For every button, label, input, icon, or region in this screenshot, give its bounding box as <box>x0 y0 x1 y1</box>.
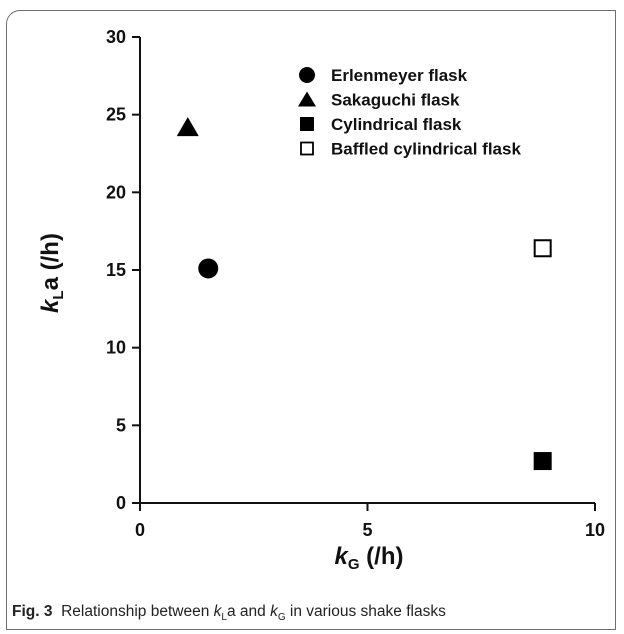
x-tick-label: 5 <box>362 520 372 540</box>
y-axis-title: kLa (/h) <box>37 233 67 313</box>
y-axis-var: k <box>37 298 64 313</box>
data-point <box>176 117 199 137</box>
x-axis-unit: (/h) <box>360 543 404 570</box>
data-point <box>533 452 552 471</box>
caption-text-3: in various shake flasks <box>285 603 446 620</box>
y-axis-rest: a <box>37 276 64 290</box>
legend-label: Erlenmeyer flask <box>331 66 468 85</box>
legend-marker <box>299 67 315 83</box>
legend-marker <box>300 141 314 156</box>
data-point <box>533 239 552 258</box>
figure-caption: Fig. 3 Relationship between kLa and kG i… <box>12 603 446 623</box>
legend-label: Baffled cylindrical flask <box>331 140 521 159</box>
caption-sub1: L <box>221 612 227 624</box>
x-axis-var: k <box>334 543 349 570</box>
caption-k2: k <box>270 603 278 620</box>
legend-marker <box>298 91 316 107</box>
y-tick-label: 25 <box>106 105 126 125</box>
y-tick-label: 5 <box>116 415 126 435</box>
legend-label: Cylindrical flask <box>331 115 462 134</box>
caption-text-2: a and <box>226 603 271 620</box>
y-ticks: 0 5 10 15 20 25 30 <box>106 27 140 513</box>
caption-text-1: Relationship between <box>61 603 214 620</box>
x-ticks: 0 5 10 <box>135 503 605 540</box>
y-tick-label: 0 <box>116 493 126 513</box>
x-axis-sub: G <box>348 556 360 573</box>
data-points <box>176 117 552 471</box>
x-axis-title: kG (/h) <box>334 543 403 573</box>
y-tick-label: 15 <box>106 260 126 280</box>
figure-frame <box>6 10 616 630</box>
y-axis-sub: L <box>50 290 67 299</box>
caption-sub2: G <box>277 612 286 624</box>
caption-k1: k <box>213 603 222 620</box>
y-tick-label: 10 <box>106 338 126 358</box>
legend-label: Sakaguchi flask <box>331 91 460 110</box>
x-tick-label: 10 <box>585 520 605 540</box>
x-tick-label: 0 <box>135 520 145 540</box>
y-tick-label: 20 <box>106 182 126 202</box>
legend-marker <box>300 117 314 131</box>
y-axis-unit: (/h) <box>37 233 64 277</box>
y-tick-label: 30 <box>106 27 126 47</box>
legend: Erlenmeyer flask Sakaguchi flask Cylindric… <box>298 66 521 159</box>
figure-label: Fig. 3 <box>12 603 53 620</box>
data-point <box>198 258 219 279</box>
